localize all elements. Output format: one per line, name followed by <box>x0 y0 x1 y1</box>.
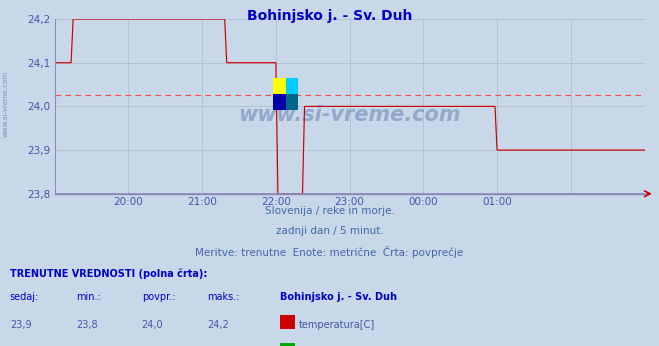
Text: 24,0: 24,0 <box>142 320 163 330</box>
Text: TRENUTNE VREDNOSTI (polna črta):: TRENUTNE VREDNOSTI (polna črta): <box>10 268 208 279</box>
Text: 23,8: 23,8 <box>76 320 98 330</box>
Text: temperatura[C]: temperatura[C] <box>299 320 375 330</box>
Text: 24,2: 24,2 <box>208 320 229 330</box>
Text: sedaj:: sedaj: <box>10 292 39 302</box>
Bar <box>286 94 299 110</box>
Text: Meritve: trenutne  Enote: metrične  Črta: povprečje: Meritve: trenutne Enote: metrične Črta: … <box>195 246 464 258</box>
Text: 23,9: 23,9 <box>10 320 32 330</box>
Bar <box>273 79 286 94</box>
Bar <box>286 79 299 94</box>
Text: Slovenija / reke in morje.: Slovenija / reke in morje. <box>264 206 395 216</box>
Text: min.:: min.: <box>76 292 101 302</box>
Text: Bohinjsko j. - Sv. Duh: Bohinjsko j. - Sv. Duh <box>280 292 397 302</box>
Text: zadnji dan / 5 minut.: zadnji dan / 5 minut. <box>275 226 384 236</box>
Text: www.si-vreme.com: www.si-vreme.com <box>239 105 461 125</box>
Text: Bohinjsko j. - Sv. Duh: Bohinjsko j. - Sv. Duh <box>247 9 412 22</box>
Bar <box>273 94 286 110</box>
Text: povpr.:: povpr.: <box>142 292 175 302</box>
Text: maks.:: maks.: <box>208 292 240 302</box>
Text: www.si-vreme.com: www.si-vreme.com <box>2 71 9 137</box>
